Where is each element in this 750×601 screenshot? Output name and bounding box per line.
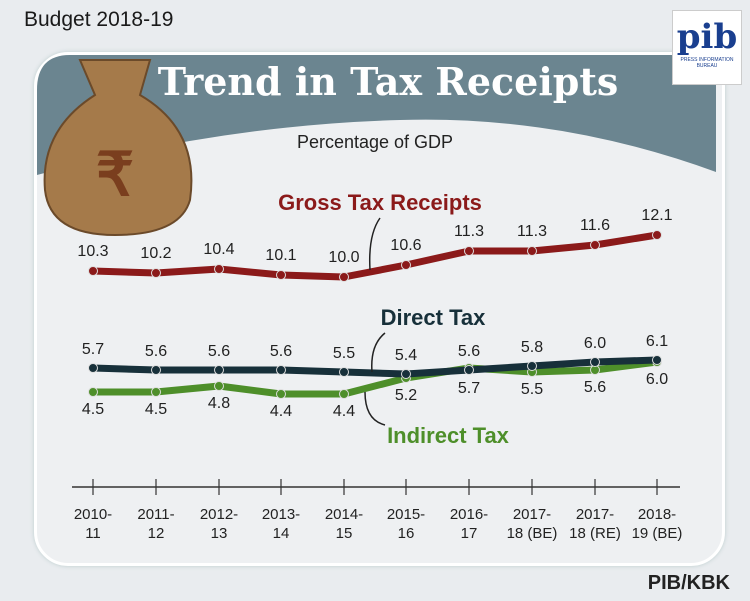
- indirect-tax-data-label: 5.7: [458, 380, 480, 397]
- direct-tax-point: [151, 365, 161, 375]
- x-tick-label: 2014-: [325, 506, 363, 523]
- title-banner: [37, 55, 716, 175]
- direct-tax-data-label: 5.7: [82, 341, 104, 358]
- x-tick-label: 15: [336, 525, 353, 542]
- indirect-tax-data-label: 5.2: [395, 387, 417, 404]
- indirect-leader-line: [364, 391, 386, 426]
- gross-leader-line: [368, 217, 381, 271]
- x-tick-label: 2017-: [513, 506, 551, 523]
- gross-tax-data-label: 11.3: [517, 223, 547, 240]
- gross-tax-data-label: 11.6: [580, 217, 610, 234]
- direct-tax-point: [276, 365, 286, 375]
- direct-tax-data-label: 5.6: [208, 343, 230, 360]
- money-bag-icon: [43, 59, 193, 237]
- direct-tax-point: [401, 369, 411, 379]
- gross-tax-data-label: 12.1: [641, 207, 672, 224]
- direct-tax-data-label: 5.6: [270, 343, 292, 360]
- indirect-tax-point: [88, 387, 98, 397]
- x-tick-label: 2013-: [262, 506, 300, 523]
- gross-tax-point: [151, 268, 161, 278]
- direct-tax-point: [464, 365, 474, 375]
- gross-tax-point: [527, 246, 537, 256]
- chart-subtitle: Percentage of GDP: [297, 132, 453, 152]
- direct-tax-data-label: 6.1: [646, 333, 668, 350]
- direct-tax-data-label: 6.0: [584, 335, 606, 352]
- x-tick-label: 2015-: [387, 506, 425, 523]
- gross-tax-point: [464, 246, 474, 256]
- x-tick-label: 2016-: [450, 506, 488, 523]
- indirect-tax-data-label: 4.5: [145, 401, 167, 418]
- series-label-direct: Direct Tax: [381, 305, 487, 330]
- gross-tax-point: [339, 272, 349, 282]
- direct-tax-line: [92, 356, 658, 378]
- indirect-tax-data-label: 5.5: [521, 381, 543, 398]
- series-label-indirect: Indirect Tax: [387, 423, 510, 448]
- x-tick-label: 2017-: [576, 506, 614, 523]
- gross-tax-data-label: 10.6: [390, 237, 421, 254]
- gross-tax-line: [92, 231, 658, 281]
- indirect-tax-data-label: 4.4: [270, 403, 292, 420]
- x-tick-label: 18 (BE): [507, 525, 558, 542]
- x-tick-label: 2011-: [137, 506, 174, 523]
- indirect-tax-data-label: 4.4: [333, 403, 355, 420]
- rupee-icon: ₹: [96, 141, 134, 208]
- gross-tax-data-label: 11.3: [454, 223, 484, 240]
- x-tick-label: 11: [85, 525, 101, 542]
- direct-tax-data-label: 5.4: [395, 347, 417, 364]
- x-tick-label: 12: [148, 525, 165, 542]
- direct-tax-data-label: 5.5: [333, 345, 355, 362]
- gross-tax-data-label: 10.2: [140, 245, 171, 262]
- chart-title: Trend in Tax Receipts: [158, 59, 619, 104]
- gross-tax-data-label: 10.4: [203, 241, 234, 258]
- budget-label: Budget 2018-19: [24, 8, 174, 31]
- direct-tax-point: [527, 361, 537, 371]
- indirect-tax-data-label: 5.6: [584, 379, 606, 396]
- x-tick-label: 2010-: [74, 506, 112, 523]
- gross-tax-point: [276, 270, 286, 280]
- indirect-tax-data-label: 4.8: [208, 395, 230, 412]
- x-tick-label: 17: [461, 525, 478, 542]
- indirect-tax-line: [93, 358, 658, 398]
- direct-tax-point: [214, 365, 224, 375]
- direct-tax-data-label: 5.6: [145, 343, 167, 360]
- x-tick-label: 14: [273, 525, 290, 542]
- gross-tax-data-label: 10.1: [265, 247, 296, 264]
- pib-logo: pib PRESS INFORMATION BUREAU: [672, 10, 742, 85]
- gross-tax-point: [652, 230, 662, 240]
- gross-tax-point: [214, 264, 224, 274]
- indirect-tax-point: [214, 381, 224, 391]
- indirect-tax-point: [151, 387, 161, 397]
- x-tick-label: 19 (BE): [632, 525, 683, 542]
- series-label-gross: Gross Tax Receipts: [278, 190, 482, 215]
- direct-tax-point: [339, 367, 349, 377]
- x-tick-label: 16: [398, 525, 415, 542]
- x-tick-label: 18 (RE): [569, 525, 621, 542]
- direct-tax-point: [590, 357, 600, 367]
- direct-tax-data-label: 5.6: [458, 343, 480, 360]
- gross-tax-point: [88, 266, 98, 276]
- indirect-tax-point: [339, 389, 349, 399]
- direct-leader-line: [371, 332, 386, 373]
- footer-credit: PIB/KBK: [647, 572, 730, 594]
- direct-tax-data-label: 5.8: [521, 339, 543, 356]
- direct-tax-point: [88, 363, 98, 373]
- gross-tax-point: [590, 240, 600, 250]
- gross-tax-data-label: 10.3: [77, 243, 108, 260]
- indirect-tax-data-label: 6.0: [646, 371, 668, 388]
- x-tick-label: 2018-: [638, 506, 676, 523]
- indirect-tax-data-label: 4.5: [82, 401, 104, 418]
- gross-tax-point: [401, 260, 411, 270]
- x-tick-label: 2012-: [200, 506, 238, 523]
- direct-tax-point: [652, 355, 662, 365]
- gross-tax-data-label: 10.0: [328, 249, 359, 266]
- indirect-tax-point: [276, 389, 286, 399]
- x-tick-label: 13: [211, 525, 228, 542]
